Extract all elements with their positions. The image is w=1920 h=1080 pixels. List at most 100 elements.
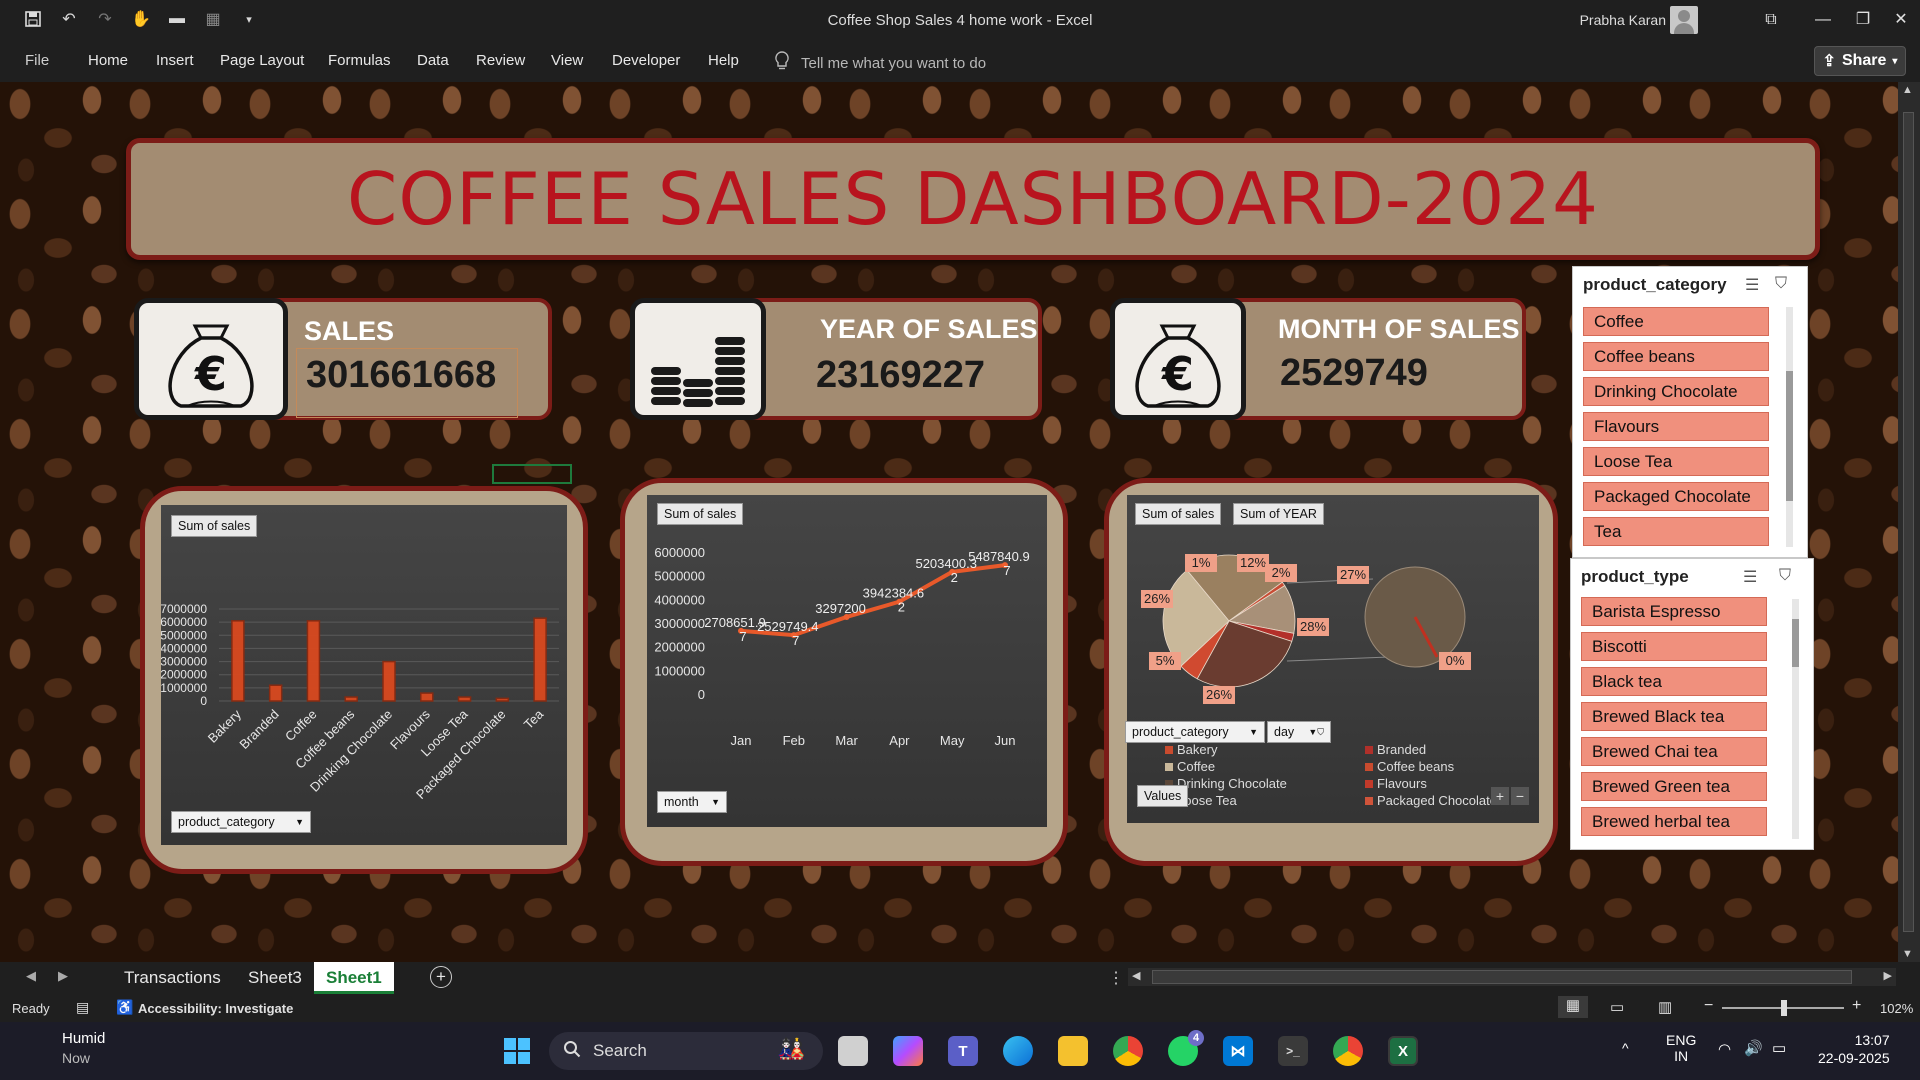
scroll-down-icon[interactable]: ▼ — [1902, 948, 1913, 960]
accessibility-status[interactable]: Accessibility: Investigate — [138, 1001, 294, 1016]
bar-chart-area[interactable]: Sum of sales 0 1000000 2000000 3000000 40000… — [161, 505, 567, 845]
save-icon[interactable] — [22, 8, 44, 30]
teams-icon[interactable]: T — [948, 1036, 978, 1066]
slicer-item[interactable]: Flavours — [1583, 412, 1769, 441]
values-field-button[interactable]: Values — [1137, 785, 1189, 807]
kpi-year-card[interactable]: YEAR OF SALES 23169227 — [630, 298, 1042, 420]
expand-icon[interactable]: + — [1491, 787, 1509, 805]
slicer-item[interactable]: Brewed Black tea — [1581, 702, 1767, 731]
worksheet-grid[interactable]: COFFEE SALES DASHBOARD-2024 € SALES 3016… — [0, 82, 1898, 962]
pie-chart-area[interactable]: Sum of sales Sum of YEAR 26% 1% 12% 2% 28% 5%… — [1125, 495, 1539, 823]
slicer-item[interactable]: Loose Tea — [1583, 447, 1769, 476]
collapse-icon[interactable]: − — [1511, 787, 1529, 805]
sum-of-year-field-button[interactable]: Sum of YEAR — [1233, 503, 1324, 525]
slicer-item[interactable]: Coffee beans — [1583, 342, 1769, 371]
excel-icon[interactable]: X — [1388, 1036, 1418, 1066]
slicer-product-category[interactable]: product_category ☰ ⛉ Coffee Coffee beans… — [1572, 266, 1808, 558]
horizontal-scrollbar[interactable]: ◀ ▶ — [1128, 968, 1896, 986]
kpi-month-card[interactable]: € MONTH OF SALES 2529749 — [1110, 298, 1526, 420]
slicer-item[interactable]: Brewed Chai tea — [1581, 737, 1767, 766]
sheet-tab-sheet1[interactable]: Sheet1 — [314, 962, 394, 994]
form-icon[interactable]: ▦ — [205, 11, 221, 28]
chrome-profile-icon[interactable] — [1333, 1036, 1363, 1066]
redo-icon[interactable]: ↷ — [98, 11, 112, 28]
slicer-item[interactable]: Drinking Chocolate — [1583, 377, 1769, 406]
tab-insert[interactable]: Insert — [156, 52, 194, 69]
windows-start-icon[interactable] — [502, 1036, 532, 1066]
product-category-axis-button[interactable]: product_category ▼ — [1125, 721, 1265, 743]
sum-of-sales-field-button[interactable]: Sum of sales — [171, 515, 258, 537]
day-axis-button[interactable]: day ▼⛉ — [1267, 721, 1331, 743]
tell-me-search[interactable]: Tell me what you want to do — [775, 51, 986, 75]
battery-icon[interactable]: ▭ — [1772, 1040, 1787, 1057]
chevron-up-icon[interactable]: ^ — [1622, 1040, 1629, 1056]
active-cell[interactable] — [492, 464, 572, 484]
tab-split-handle-icon[interactable]: ⋮ — [1108, 970, 1124, 987]
file-explorer-icon[interactable] — [1058, 1036, 1088, 1066]
tab-developer[interactable]: Developer — [612, 52, 681, 69]
product-category-axis-button[interactable]: product_category ▼ — [171, 811, 311, 833]
tab-help[interactable]: Help — [708, 52, 739, 69]
scroll-thumb[interactable] — [1903, 112, 1914, 932]
maximize-icon[interactable]: ❐ — [1855, 11, 1871, 28]
share-button[interactable]: ⇪ Share ▾ — [1814, 46, 1906, 76]
normal-view-icon[interactable]: ▦ — [1558, 996, 1588, 1018]
slicer-item[interactable]: Coffee — [1583, 307, 1769, 336]
sum-of-sales-field-button[interactable]: Sum of sales — [1135, 503, 1222, 525]
vscode-icon[interactable]: ⋈ — [1223, 1036, 1253, 1066]
terminal-icon[interactable]: >_ — [1278, 1036, 1308, 1066]
edge-icon[interactable] — [1003, 1036, 1033, 1066]
page-layout-view-icon[interactable]: ▭ — [1610, 999, 1625, 1016]
clear-filter-icon[interactable]: ⛉ — [1779, 567, 1792, 584]
slicer-item[interactable]: Black tea — [1581, 667, 1767, 696]
slicer-item[interactable]: Barista Espresso — [1581, 597, 1767, 626]
sheet-tab-transactions[interactable]: Transactions — [124, 968, 221, 987]
close-icon[interactable]: ✕ — [1894, 11, 1908, 28]
scroll-left-icon[interactable]: ◀ — [1132, 970, 1141, 982]
scroll-right-icon[interactable]: ▶ — [1883, 970, 1892, 982]
page-break-view-icon[interactable]: ▥ — [1658, 999, 1673, 1016]
user-name[interactable]: Prabha Karan — [1579, 12, 1666, 28]
line-chart-area[interactable]: Sum of sales 0 1000000 2000000 3000000 40000… — [647, 495, 1047, 827]
scroll-up-icon[interactable]: ▲ — [1902, 84, 1913, 96]
sheet-tab-sheet3[interactable]: Sheet3 — [248, 968, 302, 987]
zoom-in-icon[interactable]: + — [1852, 997, 1862, 1014]
ribbon-display-icon[interactable]: ⧉ — [1765, 11, 1777, 28]
zoom-level[interactable]: 102% — [1880, 1001, 1914, 1016]
kpi-sales-card[interactable]: € SALES 301661668 — [134, 298, 552, 420]
tab-file[interactable]: File — [25, 52, 50, 69]
taskbar-search[interactable]: Search 🎎 — [549, 1032, 823, 1070]
zoom-slider[interactable] — [1722, 1000, 1844, 1016]
volume-icon[interactable]: 🔊 — [1744, 1040, 1763, 1057]
scroll-thumb[interactable] — [1152, 970, 1852, 984]
tab-formulas[interactable]: Formulas — [328, 52, 391, 69]
customize-qat-icon[interactable]: ▾ — [246, 13, 252, 26]
tab-home[interactable]: Home — [88, 52, 129, 69]
macro-record-icon[interactable]: ▤ — [76, 999, 90, 1015]
sum-of-sales-field-button[interactable]: Sum of sales — [657, 503, 744, 525]
tab-page-layout[interactable]: Page Layout — [220, 52, 305, 69]
whatsapp-icon[interactable]: 4 — [1168, 1030, 1204, 1066]
zoom-slider-thumb[interactable] — [1781, 1000, 1787, 1016]
tab-view[interactable]: View — [551, 52, 584, 69]
prev-sheet-icon[interactable]: ◀ — [26, 968, 36, 983]
slicer-item[interactable]: Brewed herbal tea — [1581, 807, 1767, 836]
next-sheet-icon[interactable]: ▶ — [58, 968, 68, 983]
multi-select-icon[interactable]: ☰ — [1745, 277, 1760, 294]
zoom-out-icon[interactable]: − — [1704, 997, 1714, 1014]
weather-widget[interactable]: Humid Now — [62, 1030, 105, 1066]
accessibility-icon[interactable]: ♿ — [116, 999, 134, 1015]
slicer-item[interactable]: Tea — [1583, 517, 1769, 546]
clear-filter-icon[interactable]: ⛉ — [1775, 275, 1788, 292]
slicer-scrollbar[interactable] — [1792, 599, 1799, 839]
slicer-item[interactable]: Biscotti — [1581, 632, 1767, 661]
language-indicator[interactable]: ENG IN — [1666, 1032, 1696, 1064]
wifi-icon[interactable]: ◠ — [1718, 1041, 1732, 1058]
chrome-icon[interactable] — [1113, 1036, 1143, 1066]
slicer-product-type[interactable]: product_type ☰ ⛉ Barista Espresso Biscot… — [1570, 558, 1814, 850]
multi-select-icon[interactable]: ☰ — [1743, 569, 1758, 586]
undo-icon[interactable]: ↶ — [62, 11, 76, 28]
tab-data[interactable]: Data — [417, 52, 449, 69]
slicer-item[interactable]: Packaged Chocolate — [1583, 482, 1769, 511]
add-sheet-icon[interactable]: + — [430, 966, 452, 988]
